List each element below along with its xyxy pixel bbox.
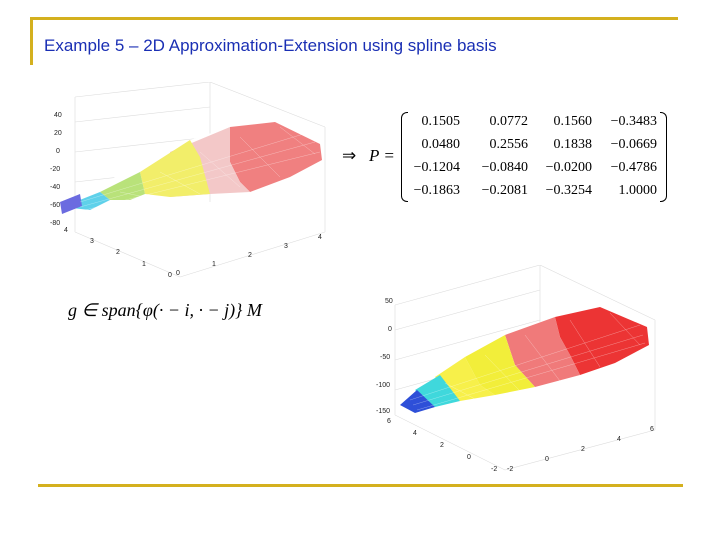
- plot1-mesh: [79, 126, 321, 211]
- plot1-y-tick: 2: [116, 249, 120, 256]
- plot2-y-tick: 2: [440, 442, 444, 449]
- plot2-mesh: [409, 312, 646, 411]
- matrix-cell: −0.3483: [610, 114, 657, 129]
- surface-plot-extension: 50 0 -50 -100 -150 6 4 2 0 -2 -2 0 2 4 6: [376, 265, 656, 473]
- accent-bar-left: [30, 17, 33, 65]
- matrix-cell: −0.0200: [545, 160, 592, 175]
- plot2-z-tick: -150: [376, 408, 390, 415]
- matrix-cell: −0.1863: [413, 183, 460, 198]
- plot1-x-tick: 3: [284, 243, 288, 250]
- matrix-cell: 0.2556: [489, 137, 529, 152]
- plot1-z-tick: -40: [50, 184, 60, 191]
- plot1-y-tick: 3: [90, 238, 94, 245]
- plot1-z-tick: 40: [54, 112, 62, 119]
- plot1-x-tick: 2: [248, 252, 252, 259]
- plot2-surface: [400, 307, 649, 413]
- plot2-z-tick: -50: [380, 354, 390, 361]
- plot1-surface: [60, 122, 322, 214]
- plot1-z-tick: 20: [54, 130, 62, 137]
- matrix-cell: −0.3254: [545, 183, 592, 198]
- plot2-y-tick: -2: [491, 466, 497, 473]
- plot1-z-ticks: 40 20 0 -20 -40 -60 -80: [50, 112, 62, 227]
- plot2-x-tick: 2: [581, 446, 585, 453]
- matrix-cell: −0.4786: [610, 160, 657, 175]
- matrix-cell: 0.1560: [553, 114, 593, 129]
- plot1-x-tick: 4: [318, 234, 322, 241]
- matrix-cell: 0.1838: [553, 137, 593, 152]
- plot2-x-tick: 0: [545, 456, 549, 463]
- matrix-cell: −0.2081: [481, 183, 528, 198]
- plot2-x-tick: -2: [507, 466, 513, 473]
- plot1-y-tick: 0: [168, 272, 172, 279]
- plot2-z-ticks: 50 0 -50 -100 -150: [376, 298, 393, 415]
- matrix-right-bracket: [660, 112, 667, 202]
- coefficient-matrix: ⇒ P = 0.1505 0.0772 0.1560 −0.3483 0.048…: [342, 110, 672, 205]
- plot2-y-tick: 0: [467, 454, 471, 461]
- plot2-z-tick: 50: [385, 298, 393, 305]
- plot2-x-tick: 4: [617, 436, 621, 443]
- matrix-cell: 0.0772: [489, 114, 529, 129]
- plot2-y-tick: 4: [413, 430, 417, 437]
- plot1-z-tick: -20: [50, 166, 60, 173]
- plot2-y-tick: 6: [387, 418, 391, 425]
- matrix-cell: 0.0480: [421, 137, 461, 152]
- implies-symbol: ⇒: [342, 146, 357, 165]
- slide-title: Example 5 – 2D Approximation-Extension u…: [44, 36, 497, 55]
- plot2-z-tick: -100: [376, 382, 390, 389]
- matrix-cell: −0.0840: [481, 160, 528, 175]
- plot1-y-ticks: 4 3 2 1 0: [64, 227, 172, 279]
- accent-bar-top: [30, 17, 678, 20]
- matrix-label: P =: [369, 146, 395, 165]
- plot1-y-tick: 1: [142, 261, 146, 268]
- accent-bar-bottom: [38, 484, 683, 487]
- plot1-x-tick: 0: [176, 270, 180, 277]
- matrix-cell: 0.1505: [421, 114, 461, 129]
- plot1-x-tick: 1: [212, 261, 216, 268]
- plot1-z-tick: -80: [50, 220, 60, 227]
- matrix-cell: 1.0000: [618, 183, 658, 198]
- plot1-y-tick: 4: [64, 227, 68, 234]
- plot1-x-ticks: 0 1 2 3 4: [176, 234, 322, 277]
- plot2-x-ticks: -2 0 2 4 6: [507, 426, 654, 473]
- matrix-cell: −0.0669: [610, 137, 657, 152]
- plot1-z-tick: 0: [56, 148, 60, 155]
- span-formula: g ∈ span{φ(· − i, · − j)} M: [68, 300, 262, 320]
- plot1-z-tick: -60: [50, 202, 60, 209]
- matrix-cell: −0.1204: [413, 160, 460, 175]
- plot2-x-tick: 6: [650, 426, 654, 433]
- plot2-y-ticks: 6 4 2 0 -2: [387, 418, 497, 473]
- plot2-z-tick: 0: [388, 326, 392, 333]
- matrix-left-bracket: [401, 112, 408, 202]
- surface-plot-original: 40 20 0 -20 -40 -60 -80 4 3 2 1 0 0 1 2 …: [50, 82, 326, 279]
